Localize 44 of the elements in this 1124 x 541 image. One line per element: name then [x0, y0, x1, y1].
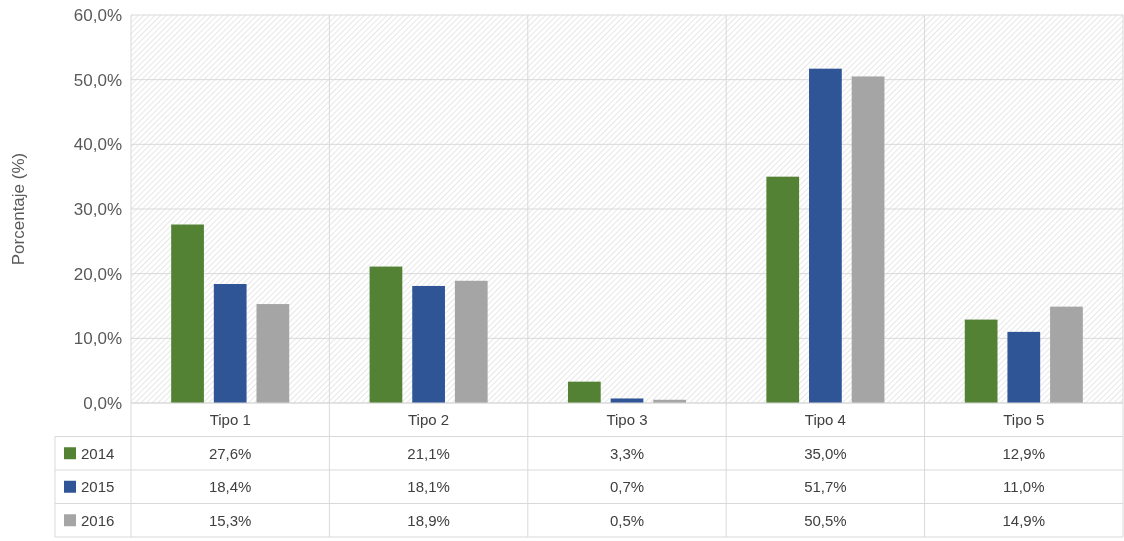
bar	[1050, 306, 1083, 403]
bar	[256, 304, 290, 403]
y-axis-title: Porcentaje (%)	[9, 152, 28, 266]
legend-label: 2015	[81, 478, 115, 495]
bar	[964, 319, 998, 403]
data-label: 3,3%	[609, 444, 645, 462]
y-tick-label: 50,0%	[73, 70, 122, 90]
y-tick-label: 30,0%	[73, 199, 122, 219]
y-tick-label: 10,0%	[73, 329, 122, 349]
data-label: 18,9%	[407, 511, 450, 529]
bar	[766, 176, 800, 403]
data-label: 0,5%	[609, 511, 645, 529]
data-label: 27,6%	[208, 444, 252, 462]
bar	[454, 280, 488, 403]
data-label: 50,5%	[804, 511, 847, 529]
x-tick-label: Tipo 3	[606, 411, 648, 428]
data-label: 21,1%	[407, 444, 450, 462]
bar	[171, 224, 204, 403]
y-tick-label: 20,0%	[73, 264, 122, 284]
bar	[369, 266, 403, 403]
data-label: 18,4%	[208, 478, 252, 495]
data-label: 14,9%	[1002, 511, 1046, 529]
bar	[567, 381, 601, 403]
x-tick-label: Tipo 2	[408, 411, 450, 428]
x-tick-label: Tipo 5	[1003, 411, 1045, 428]
data-label: 18,1%	[407, 478, 450, 495]
data-label: 0,7%	[609, 478, 645, 495]
legend-label: 2016	[81, 511, 115, 529]
legend-label: 2014	[81, 444, 115, 462]
bar	[1007, 331, 1041, 403]
y-tick-label: 60,0%	[73, 5, 122, 25]
data-label: 15,3%	[208, 511, 252, 529]
data-label: 11,0%	[1003, 478, 1045, 495]
x-tick-label: Tipo 1	[209, 411, 251, 428]
bar	[412, 285, 445, 403]
bar	[213, 284, 247, 403]
data-label: 12,9%	[1002, 444, 1046, 462]
y-tick-label: 40,0%	[73, 135, 122, 155]
data-label: 51,7%	[804, 478, 847, 495]
x-tick-label: Tipo 4	[804, 411, 846, 428]
bar	[851, 76, 885, 403]
data-label: 35,0%	[804, 444, 847, 462]
bar	[809, 68, 842, 403]
y-tick-label: 0,0%	[83, 393, 122, 413]
